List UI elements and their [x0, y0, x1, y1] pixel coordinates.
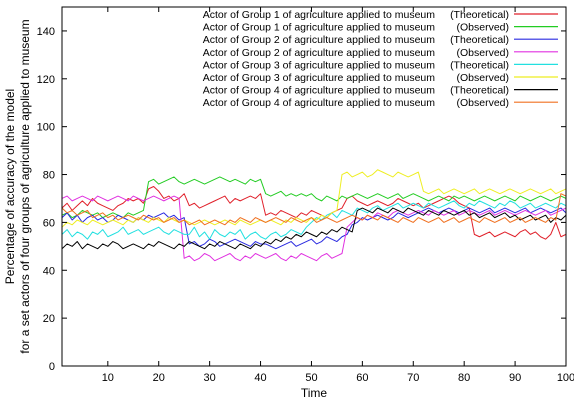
series-line-4 — [61, 195, 567, 262]
series-layer — [61, 169, 567, 262]
legend-series-name: Actor of Group 1 of agriculture applied … — [203, 22, 436, 34]
legend-series-name: Actor of Group 1 of agriculture applied … — [203, 9, 436, 21]
y-axis-label-line-1: Percentage of accuracy of the model — [3, 89, 17, 284]
x-tick-label: 70 — [407, 372, 419, 384]
x-tick-label: 90 — [509, 372, 521, 384]
legend: Actor of Group 1 of agriculture applied … — [203, 9, 558, 109]
y-tick-label: 20 — [43, 313, 55, 325]
legend-series-name: Actor of Group 4 of agriculture applied … — [203, 85, 436, 97]
x-tick-label: 10 — [102, 372, 114, 384]
y-tick-label: 60 — [43, 217, 55, 229]
series-line-7 — [61, 207, 567, 250]
x-tick-label: 30 — [204, 372, 216, 384]
legend-series-tag: (Theoretical) — [450, 9, 509, 21]
legend-series-tag: (Observed) — [456, 72, 509, 84]
x-tick-label: 20 — [153, 372, 165, 384]
y-tick-label: 140 — [37, 26, 55, 38]
x-tick-label: 80 — [458, 372, 470, 384]
plot-area-frame — [61, 6, 567, 367]
x-tick-label: 60 — [356, 372, 368, 384]
legend-series-name: Actor of Group 3 of agriculture applied … — [203, 59, 436, 71]
legend-series-name: Actor of Group 2 of agriculture applied … — [203, 34, 436, 46]
legend-series-tag: (Observed) — [456, 22, 509, 34]
y-tick-label: 0 — [49, 361, 55, 373]
y-tick-label: 40 — [43, 265, 55, 277]
series-line-3 — [61, 207, 567, 250]
series-line-8 — [61, 193, 567, 226]
x-axis-label: Time — [301, 386, 328, 400]
x-tick-label: 40 — [254, 372, 266, 384]
x-tick-label: 50 — [305, 372, 317, 384]
legend-series-name: Actor of Group 2 of agriculture applied … — [203, 47, 436, 59]
legend-series-tag: (Theoretical) — [450, 85, 509, 97]
series-line-2 — [61, 176, 567, 219]
legend-series-tag: (Theoretical) — [450, 34, 509, 46]
legend-series-tag: (Theoretical) — [450, 59, 509, 71]
y-axis-label-line-2: for a set actors of four groups of agric… — [18, 19, 32, 353]
y-tick-label: 100 — [37, 122, 55, 134]
legend-series-name: Actor of Group 4 of agriculture applied … — [203, 97, 436, 109]
x-tick-label: 100 — [557, 372, 574, 384]
y-tick-label: 80 — [43, 170, 55, 182]
series-line-6 — [61, 169, 567, 228]
legend-series-tag: (Observed) — [456, 97, 509, 109]
legend-series-tag: (Observed) — [456, 47, 509, 59]
legend-series-name: Actor of Group 3 of agriculture applied … — [203, 72, 436, 84]
axis-ticks: 10 20 30 40 50 60 70 80 90 100 0 20 40 60 80 100 120 140 — [37, 7, 574, 384]
y-tick-label: 120 — [37, 74, 55, 86]
